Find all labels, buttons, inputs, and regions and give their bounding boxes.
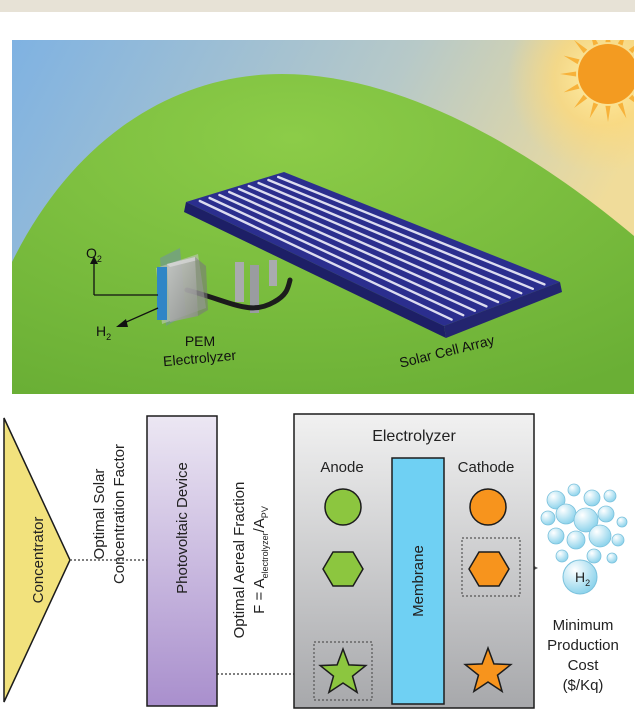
concentrator-label: Concentrator (30, 517, 47, 604)
h2-arrowhead (116, 319, 128, 327)
bubble (567, 483, 581, 497)
bubble (611, 533, 625, 547)
bubble (586, 548, 602, 564)
panel-stripe (208, 196, 465, 317)
bubble (616, 516, 628, 528)
h2-bubble-icon (562, 559, 598, 595)
panel-stripe (277, 175, 546, 286)
membrane (391, 457, 445, 705)
panel-stripe (198, 199, 453, 321)
bubble (540, 510, 556, 526)
pem-label-line1: PEM (185, 333, 215, 349)
panel-leg (250, 265, 259, 313)
sun-ray (574, 40, 588, 54)
bubble (555, 549, 569, 563)
sun-ray (563, 83, 580, 93)
anode-circle-icon (324, 488, 362, 526)
solar-factor-line2: Concentration Factor (111, 444, 128, 584)
areal-fraction-line2: F = Aelectrolyzer/APV (251, 506, 270, 614)
cost-line1: Minimum (553, 617, 614, 634)
sun-ray (605, 105, 611, 122)
bubble (588, 524, 612, 548)
bubble (606, 552, 618, 564)
cathode-star-icon (463, 645, 513, 694)
hydrogen-bubbles (540, 483, 628, 564)
panel-leg (235, 262, 244, 302)
cathode-circle-icon (469, 488, 507, 526)
o2-arrowhead (90, 256, 98, 264)
panel-stripes (198, 175, 546, 321)
pem-label-line2: Electrolyzer (162, 347, 237, 369)
panel-stripe (247, 184, 511, 299)
cathode-hexagon-icon (468, 551, 510, 587)
photovoltaic-device (146, 415, 218, 707)
solar-factor-line1: Optimal Solar (91, 469, 108, 560)
anode-selection-box (313, 641, 373, 701)
membrane-label: Membrane (410, 545, 427, 617)
sun-ray (617, 102, 627, 119)
h2-arrow (123, 307, 159, 324)
top-border-strip (0, 0, 635, 12)
solar-panel-edge (184, 202, 446, 338)
sun-ray (605, 40, 611, 43)
bubble (597, 505, 615, 523)
bubble (555, 503, 577, 525)
bubble (547, 527, 565, 545)
electrolyzer-title: Electrolyzer (372, 428, 456, 445)
pem-electrolyzer-icon (156, 248, 208, 326)
areal-fraction-line1: Optimal Aereal Fraction (231, 482, 248, 639)
panel-stripe (267, 178, 534, 291)
sun-ray (617, 40, 624, 46)
cost-line2: Production (547, 637, 619, 654)
solar-panel-edge (444, 282, 562, 338)
h2-label: H2 (96, 323, 111, 342)
sun-rays (560, 40, 634, 122)
concentrator-shape (3, 417, 71, 703)
sun-ray (592, 40, 599, 46)
panel-leg (269, 260, 277, 286)
anode-label: Anode (320, 459, 363, 476)
sun-ray (628, 45, 634, 54)
bubble (546, 490, 566, 510)
sun-icon (578, 44, 634, 104)
anode-hexagon-icon (322, 551, 364, 587)
h2-bubble-label: H2 (575, 569, 590, 588)
panel-stripe (237, 187, 500, 304)
sun-ray (589, 102, 599, 119)
anode-star-icon (318, 646, 368, 695)
cost-line4: ($/Kq) (563, 677, 604, 694)
cost-line3: Cost (568, 657, 600, 674)
cable (184, 277, 293, 311)
sun-ray (628, 94, 634, 103)
panel-stripe (227, 190, 488, 308)
sun-ray (563, 55, 580, 65)
pv-device-label: Photovoltaic Device (174, 462, 191, 594)
schematic-diagram: Concentrator Optimal Solar Concentration… (3, 413, 628, 709)
bubble (573, 507, 599, 533)
sun-ray (574, 94, 588, 108)
cathode-selection-box (461, 537, 521, 597)
solar-scene: O2 H2 PEM Electrolyzer Solar Cell Array (12, 40, 634, 394)
sun-ray (560, 71, 577, 77)
bubble (566, 530, 586, 550)
cathode-label: Cathode (458, 459, 515, 476)
bubble (583, 489, 601, 507)
panel-stripe (257, 181, 523, 295)
o2-label: O2 (86, 245, 102, 264)
panel-stripe (218, 193, 476, 312)
bubble (603, 489, 617, 503)
